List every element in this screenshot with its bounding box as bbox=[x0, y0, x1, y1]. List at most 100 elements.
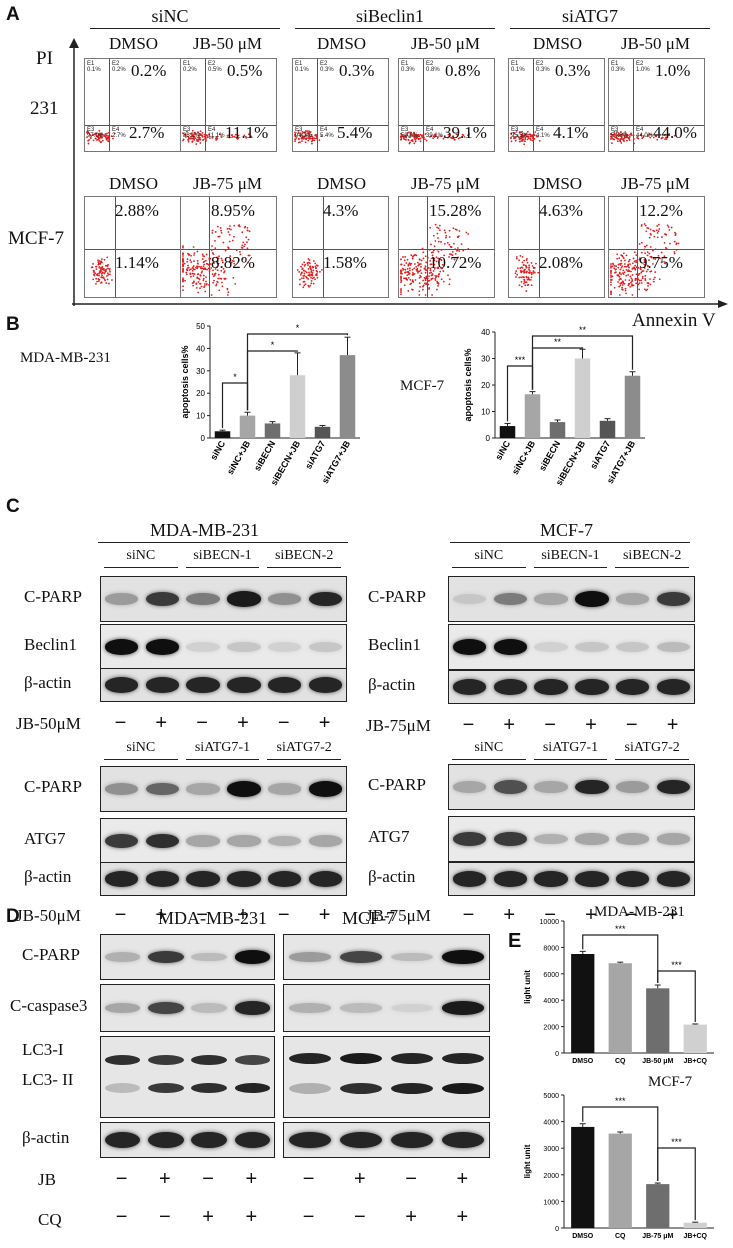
y-axis-arrow bbox=[69, 38, 79, 306]
quadrant-value: 88.2% bbox=[183, 133, 201, 139]
scatter-dot bbox=[617, 133, 620, 136]
scatter-dot bbox=[297, 132, 300, 134]
blot-band bbox=[493, 639, 527, 655]
scatter-dot bbox=[515, 255, 518, 258]
scatter-dot bbox=[631, 267, 634, 270]
flow-condition-label: DMSO bbox=[532, 34, 583, 53]
scatter-dot bbox=[185, 130, 188, 133]
scatter-dot bbox=[656, 232, 659, 234]
scatter-dot bbox=[644, 277, 647, 280]
blot-band bbox=[104, 593, 139, 605]
blot-band bbox=[534, 642, 568, 652]
blot-strip bbox=[283, 1122, 490, 1158]
scatter-dot bbox=[418, 263, 420, 266]
scatter-dot bbox=[312, 282, 315, 285]
scatter-dot bbox=[400, 132, 402, 135]
lower-right-percent: 1.14% bbox=[115, 253, 159, 272]
scatter-dot bbox=[617, 281, 619, 283]
scatter-dot bbox=[197, 281, 200, 283]
quadrant-value: 11.1% bbox=[208, 133, 225, 139]
treatment-sign: + bbox=[456, 1168, 469, 1190]
scatter-dot bbox=[619, 139, 621, 142]
scatter-dot bbox=[311, 277, 314, 280]
y-tick-label: 5000 bbox=[543, 1093, 559, 1100]
scatter-dot bbox=[424, 133, 427, 135]
quadrant-tag: E3 bbox=[611, 127, 619, 133]
scatter-dot bbox=[220, 136, 223, 139]
scatter-dot bbox=[310, 133, 313, 136]
scatter-dot bbox=[400, 138, 402, 141]
scatter-dot bbox=[459, 136, 461, 139]
scatter-dot bbox=[643, 258, 646, 261]
scatter-dot bbox=[197, 131, 199, 134]
lower-right-percent: 9.75% bbox=[639, 253, 683, 272]
blot-band bbox=[191, 1055, 227, 1065]
scatter-dot bbox=[219, 227, 222, 229]
scatter-dot bbox=[522, 270, 524, 273]
blot-band bbox=[145, 639, 179, 655]
quadrant-tag: E3 bbox=[511, 127, 519, 133]
blot-band bbox=[288, 1053, 331, 1064]
scatter-dot bbox=[625, 274, 628, 277]
scatter-dot bbox=[622, 269, 625, 272]
blot-band bbox=[616, 871, 650, 887]
blot-group-label: siNC bbox=[126, 740, 156, 755]
scatter-dot bbox=[182, 245, 184, 247]
scatter-dot bbox=[92, 278, 95, 281]
y-tick-label: 8000 bbox=[543, 945, 559, 952]
scatter-dot bbox=[642, 270, 645, 272]
scatter-dot bbox=[430, 251, 433, 254]
scatter-dot bbox=[437, 227, 440, 230]
scatter-dot bbox=[448, 283, 451, 286]
scatter-dots bbox=[296, 258, 323, 289]
scatter-dot bbox=[201, 134, 204, 137]
scatter-dot bbox=[621, 288, 624, 291]
treatment-sign: − bbox=[354, 1206, 366, 1228]
scatter-dot bbox=[87, 142, 90, 145]
scatter-dot bbox=[300, 137, 303, 140]
scatter-dot bbox=[428, 248, 431, 251]
scatter-dot bbox=[101, 271, 104, 274]
scatter-dot bbox=[214, 247, 217, 250]
scatter-dot bbox=[648, 252, 651, 255]
scatter-dot bbox=[433, 133, 436, 136]
scatter-dot bbox=[204, 268, 207, 270]
scatter-dot bbox=[219, 277, 221, 280]
blot-band bbox=[227, 835, 261, 847]
scatter-dot bbox=[199, 282, 201, 285]
scatter-dot bbox=[192, 275, 195, 277]
scatter-dot bbox=[184, 133, 187, 136]
scatter-dot bbox=[294, 134, 296, 136]
blot-band bbox=[339, 1083, 382, 1094]
scatter-dot bbox=[203, 260, 206, 263]
blot-strip bbox=[100, 934, 275, 980]
scatter-dot bbox=[190, 135, 193, 138]
scatter-dot bbox=[413, 131, 416, 134]
flow-scatter-plot: 4.3% 1.58% bbox=[292, 196, 389, 298]
blot-strip bbox=[448, 576, 695, 622]
scatter-dot bbox=[96, 274, 99, 277]
scatter-dot bbox=[515, 257, 518, 260]
scatter-dot bbox=[446, 241, 449, 244]
quadrant-divider-vertical bbox=[205, 59, 206, 151]
scatter-dot bbox=[523, 271, 526, 274]
scatter-dot bbox=[102, 267, 105, 270]
blot-band bbox=[191, 1131, 227, 1149]
scatter-dot bbox=[182, 132, 184, 135]
scatter-dot bbox=[613, 267, 615, 270]
scatter-dot bbox=[425, 139, 428, 142]
blot-band bbox=[452, 781, 487, 793]
blot-strip bbox=[283, 1036, 490, 1118]
scatter-dot bbox=[408, 267, 411, 270]
blot-band bbox=[339, 1131, 382, 1149]
blot-band bbox=[391, 1131, 434, 1149]
blot-band bbox=[104, 952, 141, 962]
quadrant-value: 4.1% bbox=[536, 133, 550, 139]
scatter-dot bbox=[630, 277, 633, 280]
scatter-dot bbox=[92, 139, 95, 142]
scatter-dot bbox=[443, 242, 446, 245]
scatter-dot bbox=[305, 271, 308, 274]
scatter-dot bbox=[641, 270, 644, 273]
scatter-dot bbox=[625, 268, 628, 271]
scatter-dot bbox=[228, 240, 231, 243]
